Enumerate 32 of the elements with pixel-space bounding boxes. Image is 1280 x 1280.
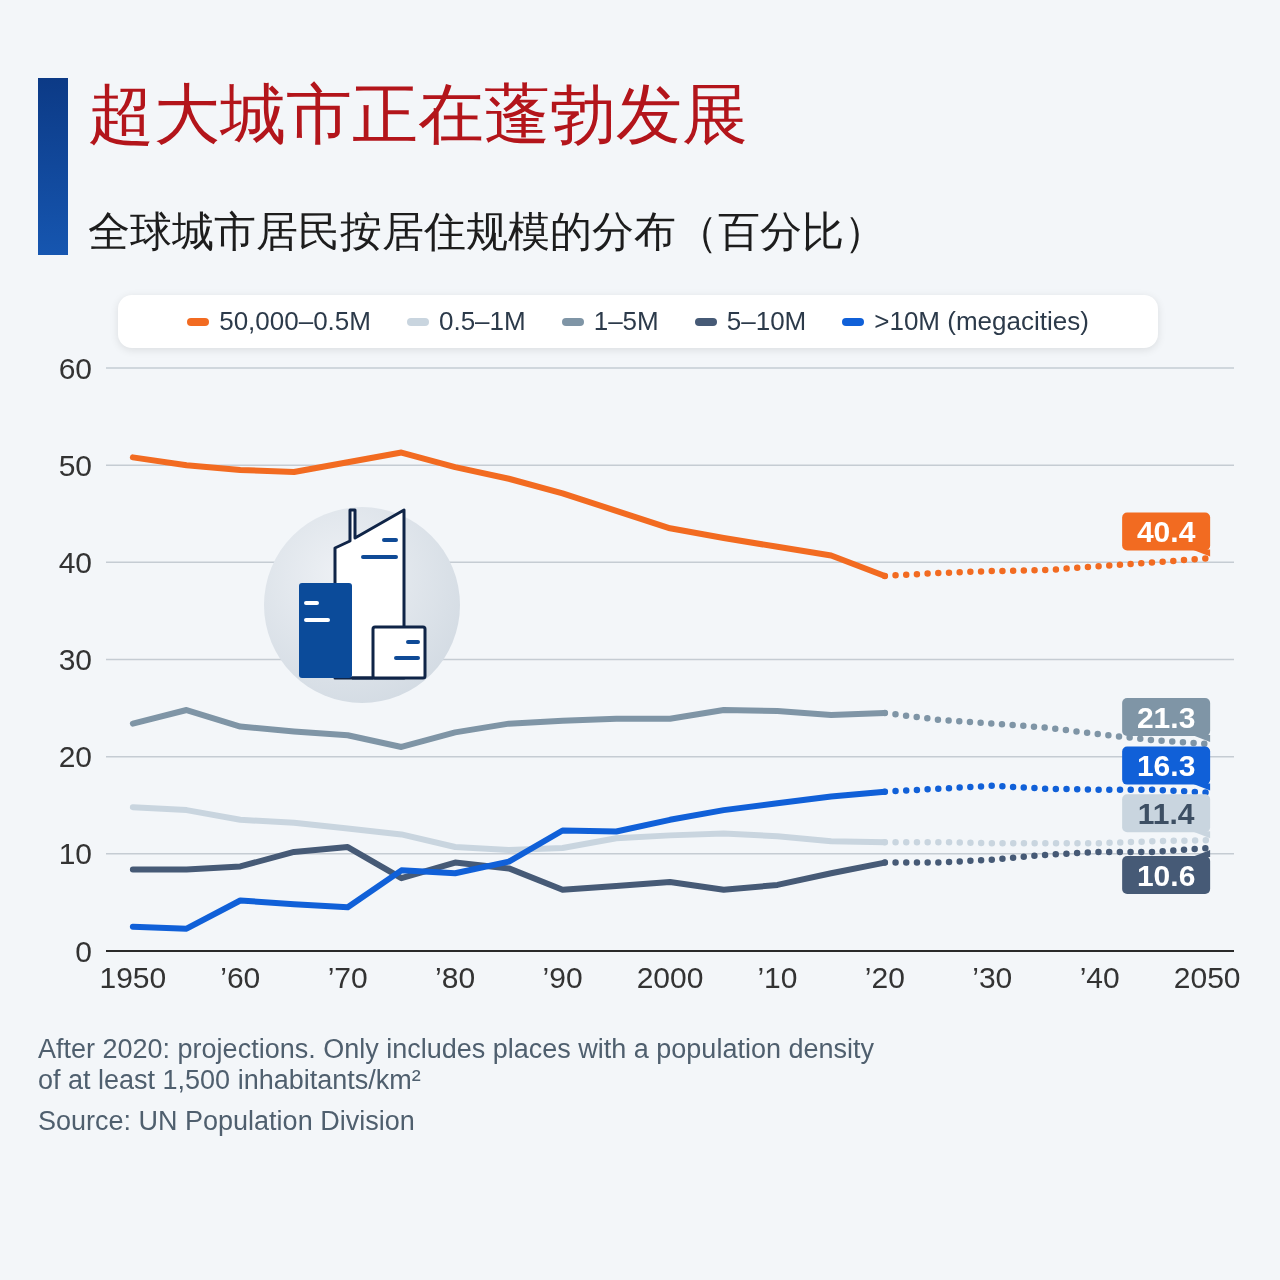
x-tick-label: ’60 (220, 961, 261, 995)
legend-label: 50,000–0.5M (219, 306, 371, 337)
x-tick-label: ’20 (864, 961, 905, 995)
y-tick-label: 60 (58, 351, 92, 385)
legend-label: 5–10M (726, 306, 807, 337)
x-tick-label: 2050 (1173, 961, 1241, 995)
y-tick-label: 50 (58, 448, 92, 482)
x-tick-label: ’90 (542, 961, 583, 995)
x-tick-label: ’30 (972, 961, 1013, 995)
y-tick-label: 30 (58, 643, 92, 677)
legend-label: >10M (megacities) (874, 306, 1089, 337)
x-tick-label: 1950 (99, 961, 167, 995)
data-label: 10.6 (1136, 858, 1196, 892)
y-tick-label: 20 (58, 740, 92, 774)
x-tick-label: 2000 (636, 961, 704, 995)
legend-label: 1–5M (593, 306, 659, 337)
chart-subtitle: 全球城市居民按居住规模的分布（百分比） (88, 206, 886, 258)
text: After 2020: projections. Only includes places with a population density of at least 1,500 inhabitants/km² (38, 1034, 875, 1096)
chart-title: 超大城市正在蓬勃发展 (88, 76, 748, 154)
legend-label: 0.5–1M (438, 306, 526, 337)
x-tick-label: ’40 (1079, 961, 1120, 995)
x-tick-label: ’10 (757, 961, 798, 995)
source-note: Source: UN Population Division (38, 1106, 416, 1137)
y-tick-label: 0 (75, 934, 92, 968)
x-tick-label: ’80 (435, 961, 476, 995)
y-tick-label: 40 (58, 545, 92, 579)
y-tick-label: 10 (58, 837, 92, 871)
x-tick-label: ’70 (327, 961, 368, 995)
data-label: 21.3 (1136, 700, 1196, 734)
data-label: 40.4 (1136, 514, 1196, 548)
data-label: 11.4 (1137, 796, 1195, 830)
data-label: 16.3 (1136, 749, 1196, 783)
